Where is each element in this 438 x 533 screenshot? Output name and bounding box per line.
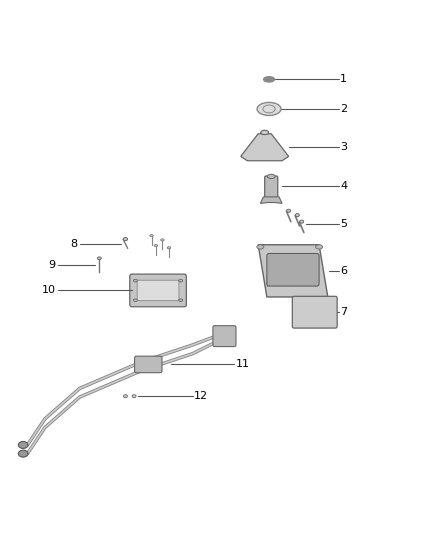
Ellipse shape: [300, 220, 304, 223]
FancyBboxPatch shape: [134, 356, 162, 373]
FancyBboxPatch shape: [292, 296, 337, 328]
Text: 9: 9: [49, 260, 56, 270]
Ellipse shape: [179, 299, 183, 302]
Text: 3: 3: [340, 142, 347, 152]
Ellipse shape: [154, 245, 158, 247]
Ellipse shape: [132, 394, 136, 398]
FancyBboxPatch shape: [130, 274, 186, 307]
FancyBboxPatch shape: [137, 280, 179, 301]
Ellipse shape: [287, 209, 290, 212]
Ellipse shape: [134, 299, 138, 302]
Ellipse shape: [295, 214, 299, 217]
Text: 7: 7: [340, 307, 347, 317]
FancyBboxPatch shape: [265, 176, 278, 198]
Ellipse shape: [18, 441, 28, 448]
Ellipse shape: [134, 279, 138, 282]
Ellipse shape: [97, 257, 101, 260]
Ellipse shape: [264, 77, 275, 82]
Text: 5: 5: [340, 219, 347, 229]
Ellipse shape: [316, 245, 322, 249]
Ellipse shape: [267, 174, 275, 179]
Ellipse shape: [18, 450, 28, 457]
Ellipse shape: [124, 394, 127, 398]
Polygon shape: [258, 245, 328, 297]
Text: 10: 10: [42, 286, 56, 295]
Polygon shape: [260, 197, 282, 204]
Ellipse shape: [257, 245, 264, 249]
Ellipse shape: [261, 130, 268, 135]
FancyBboxPatch shape: [213, 326, 236, 346]
Ellipse shape: [167, 247, 171, 249]
Ellipse shape: [179, 279, 183, 282]
Ellipse shape: [150, 235, 153, 237]
Ellipse shape: [161, 239, 164, 241]
FancyBboxPatch shape: [267, 254, 319, 286]
Text: 12: 12: [194, 391, 208, 401]
Ellipse shape: [257, 102, 281, 116]
Text: 4: 4: [340, 181, 347, 191]
Text: 6: 6: [340, 266, 347, 276]
Polygon shape: [241, 134, 289, 161]
Text: 1: 1: [340, 75, 347, 84]
Text: 2: 2: [340, 104, 347, 114]
Ellipse shape: [123, 238, 127, 240]
Text: 11: 11: [236, 359, 250, 369]
Text: 8: 8: [71, 239, 78, 249]
